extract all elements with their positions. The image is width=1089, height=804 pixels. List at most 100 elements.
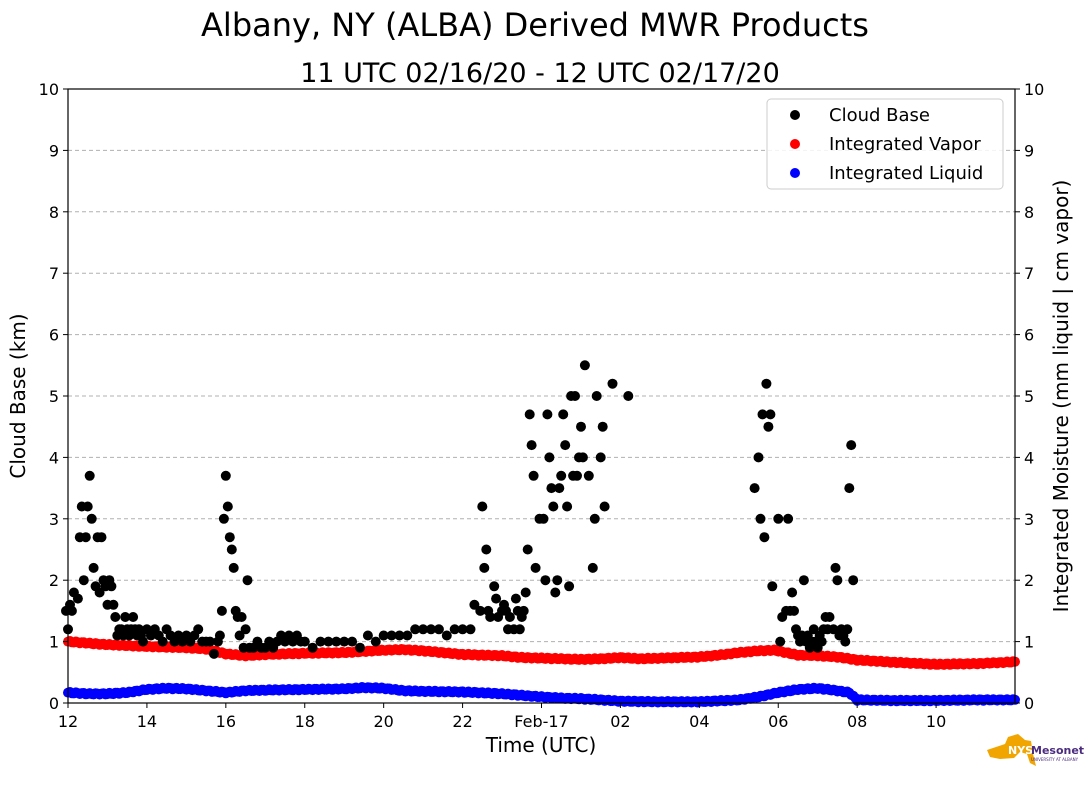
point-cloud-base (846, 440, 857, 451)
point-cloud-base (844, 483, 855, 494)
logo-tagline: UNIVERSITY AT ALBANY (1031, 757, 1079, 762)
point-cloud-base (798, 575, 809, 586)
point-cloud-base (226, 544, 237, 555)
series-cloud-base (61, 360, 859, 659)
y-tick-label-right: 9 (1024, 141, 1034, 160)
point-cloud-base (418, 624, 429, 635)
point-cloud-base (520, 587, 531, 598)
legend-label-cloud-base: Cloud Base (829, 105, 930, 126)
point-cloud-base (589, 513, 600, 524)
point-cloud-base (96, 532, 107, 543)
x-tick-label: 22 (452, 712, 472, 731)
point-cloud-base (546, 483, 557, 494)
point-cloud-base (528, 470, 539, 481)
point-cloud-base (209, 648, 219, 659)
point-cloud-base (82, 501, 93, 512)
point-cloud-base (299, 636, 310, 647)
logo-nys-text: NYS (1008, 744, 1033, 757)
point-cloud-base (577, 452, 588, 463)
point-cloud-base (224, 532, 235, 543)
point-cloud-base (848, 575, 859, 586)
point-cloud-base (339, 636, 350, 647)
point-cloud-base (542, 409, 553, 420)
point-cloud-base (240, 624, 251, 635)
x-tick-label: 16 (216, 712, 236, 731)
point-cloud-base (72, 593, 83, 604)
point-cloud-base (522, 544, 533, 555)
point-cloud-base (362, 630, 373, 641)
point-cloud-base (554, 483, 565, 494)
y-tick-label-left: 5 (49, 387, 59, 406)
point-cloud-base (599, 501, 610, 512)
y-tick-label-left: 8 (49, 203, 59, 222)
y-tick-label-left: 7 (49, 264, 59, 283)
point-cloud-base (524, 409, 535, 420)
point-cloud-base (842, 624, 853, 635)
point-cloud-base (597, 421, 608, 432)
point-cloud-base (94, 587, 105, 598)
point-cloud-base (370, 636, 381, 647)
point-cloud-base (110, 612, 121, 622)
point-cloud-base (510, 593, 521, 604)
point-cloud-base (236, 612, 247, 622)
point-cloud-base (355, 642, 365, 653)
point-cloud-base (228, 562, 239, 573)
chart-subtitle: 11 UTC 02/16/20 - 12 UTC 02/17/20 (300, 58, 780, 89)
point-cloud-base (530, 562, 541, 573)
point-cloud-base (84, 470, 95, 481)
legend-marker-integrated-liquid (790, 168, 800, 178)
y-tick-label-right: 0 (1024, 694, 1034, 713)
point-cloud-base (479, 562, 490, 573)
point-cloud-base (775, 636, 786, 647)
point-cloud-base (449, 624, 460, 635)
point-cloud-base (749, 483, 760, 494)
point-cloud-base (550, 587, 561, 598)
y-tick-label-left: 9 (49, 141, 59, 160)
point-cloud-base (485, 612, 496, 622)
x-tick-label: 08 (847, 712, 867, 731)
point-cloud-base (570, 391, 580, 401)
point-cloud-base (205, 636, 215, 647)
point-cloud-base (504, 612, 515, 622)
x-tick-label: 18 (295, 712, 315, 731)
series-integrated-liquid (63, 682, 1020, 708)
y-tick-label-right: 2 (1024, 571, 1034, 590)
point-cloud-base (465, 624, 476, 635)
point-cloud-base (220, 470, 231, 481)
x-tick-label: 04 (689, 712, 709, 731)
gridlines (68, 149, 1015, 643)
point-cloud-base (475, 605, 486, 616)
point-cloud-base (128, 612, 139, 622)
point-cloud-base (218, 513, 229, 524)
point-cloud-base (607, 378, 618, 389)
y-axis-label-left: Cloud Base (km) (6, 313, 30, 478)
point-cloud-base (514, 624, 525, 635)
point-cloud-base (426, 624, 436, 635)
point-cloud-base (108, 599, 119, 610)
logo-mesonet-text: Mesonet (1031, 744, 1084, 757)
point-cloud-base (548, 501, 559, 512)
point-cloud-base (489, 581, 500, 592)
point-cloud-base (560, 440, 571, 451)
point-cloud-base (828, 624, 839, 635)
y-tick-label-right: 5 (1024, 387, 1034, 406)
point-cloud-base (552, 575, 563, 586)
point-cloud-base (773, 513, 784, 524)
data-series (61, 360, 1020, 708)
point-cloud-base (394, 630, 405, 641)
point-cloud-base (832, 575, 843, 586)
point-cloud-base (481, 544, 492, 555)
point-cloud-base (808, 624, 819, 635)
x-tick-label: 10 (926, 712, 946, 731)
chart-title: Albany, NY (ALBA) Derived MWR Products (201, 6, 869, 44)
point-cloud-base (623, 391, 634, 401)
point-cloud-base (763, 421, 774, 432)
y-tick-label-left: 10 (39, 80, 59, 99)
point-cloud-base (88, 562, 99, 573)
point-cloud-base (840, 636, 851, 647)
y-tick-label-left: 0 (49, 694, 59, 713)
x-tick-label: 14 (137, 712, 157, 731)
point-cloud-base (595, 452, 606, 463)
point-cloud-base (556, 470, 567, 481)
